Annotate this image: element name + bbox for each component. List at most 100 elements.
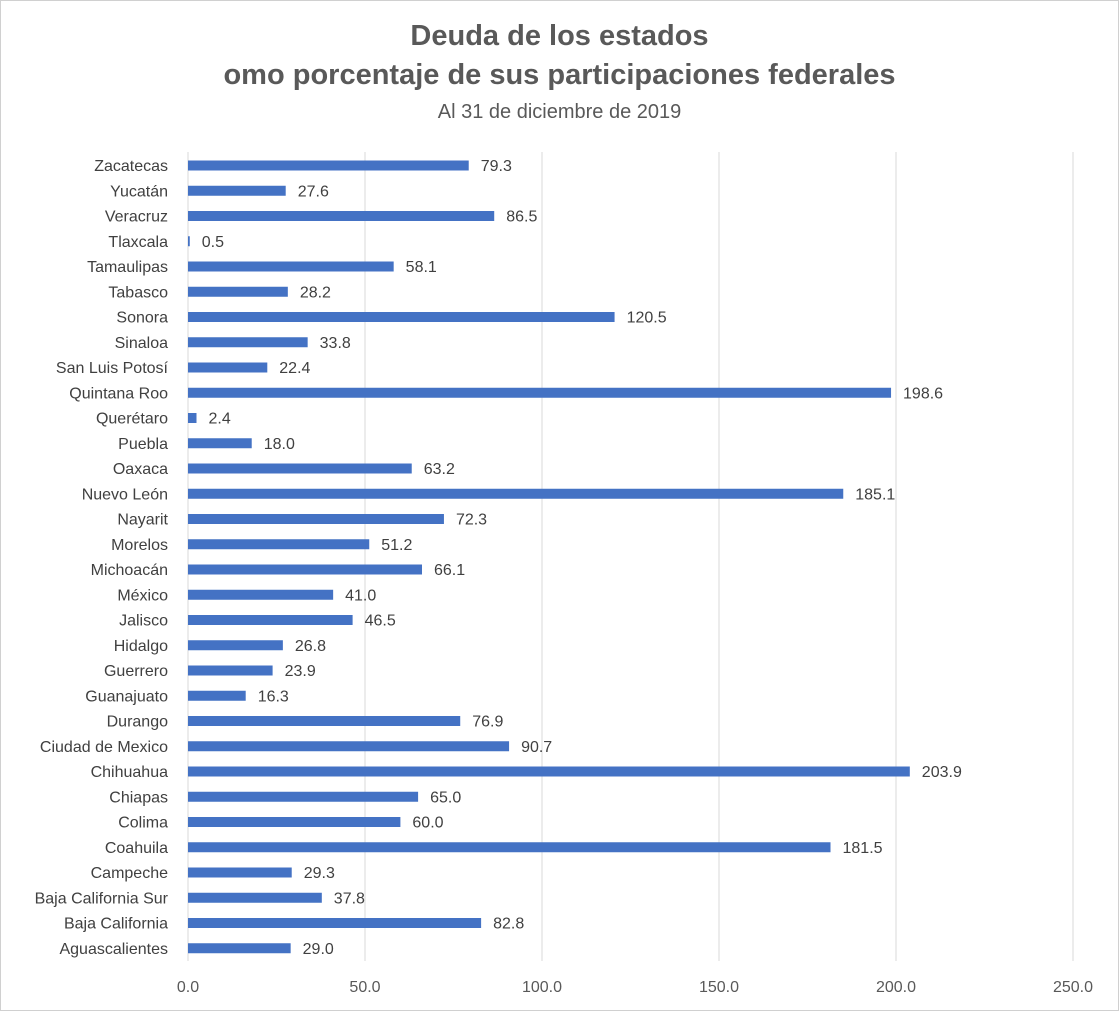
category-label: Nayarit	[117, 512, 168, 529]
category-label: Yucatán	[110, 183, 168, 200]
category-label: Chihuahua	[91, 764, 169, 781]
bar	[188, 615, 353, 625]
data-label: 28.2	[300, 284, 331, 301]
category-label: Tlaxcala	[108, 234, 168, 251]
category-label: Coahuila	[105, 840, 168, 857]
category-label: Querétaro	[96, 411, 168, 428]
bar	[188, 337, 308, 348]
category-label: San Luis Potosí	[56, 360, 169, 377]
bar	[188, 589, 334, 600]
x-axis-ticks: 0.0 50.0 100.0 150.0 200.0 250.0	[177, 979, 1093, 996]
data-label: 63.2	[424, 461, 455, 478]
bar	[188, 892, 322, 903]
category-label: Campeche	[91, 865, 168, 882]
data-label: 120.5	[627, 310, 667, 327]
chart-title-line2: omo porcentaje de sus participaciones fe…	[223, 59, 896, 91]
data-label: 82.8	[493, 916, 524, 933]
bar	[188, 842, 831, 853]
category-label: Tamaulipas	[87, 259, 168, 276]
category-label: Hidalgo	[114, 638, 168, 655]
category-label: Tabasco	[108, 284, 168, 301]
value-labels: 79.3 27.6 86.5 0.5 58.1 28.2 120.5 33.8 22.4 198.…	[202, 158, 962, 958]
data-label: 185.1	[855, 486, 895, 503]
data-label: 86.5	[506, 209, 537, 226]
bar	[188, 817, 401, 827]
category-label: Michoacán	[91, 562, 168, 579]
category-label: Ciudad de Mexico	[40, 739, 168, 756]
bar	[188, 690, 246, 701]
x-tick-label: 250.0	[1053, 979, 1093, 996]
category-label: Nuevo León	[82, 486, 168, 503]
data-label: 33.8	[320, 335, 351, 352]
bar	[188, 640, 283, 651]
bars-group	[188, 160, 910, 954]
data-label: 0.5	[202, 234, 224, 251]
bar	[188, 312, 615, 322]
data-label: 29.0	[303, 941, 334, 958]
category-label: Guanajuato	[85, 688, 168, 705]
data-label: 22.4	[279, 360, 310, 377]
data-label: 26.8	[295, 638, 326, 655]
category-label: Durango	[107, 714, 168, 731]
category-label: Guerrero	[104, 663, 168, 680]
data-label: 65.0	[430, 789, 461, 806]
chart-title: Deuda de los estados	[410, 20, 709, 52]
data-label: 16.3	[258, 688, 289, 705]
bar	[188, 766, 910, 777]
data-label: 198.6	[903, 385, 943, 402]
bar	[188, 286, 288, 297]
data-label: 37.8	[334, 890, 365, 907]
data-label: 29.3	[304, 865, 335, 882]
category-label: Baja California	[64, 916, 168, 933]
data-label: 203.9	[922, 764, 962, 781]
x-tick-label: 50.0	[349, 979, 380, 996]
bar	[188, 943, 291, 954]
bar	[188, 463, 412, 474]
data-label: 23.9	[285, 663, 316, 680]
category-label: Zacatecas	[94, 158, 168, 175]
data-label: 27.6	[298, 183, 329, 200]
bar	[188, 539, 370, 550]
bar	[188, 918, 482, 928]
data-label: 58.1	[406, 259, 437, 276]
data-label: 66.1	[434, 562, 465, 579]
x-tick-label: 0.0	[177, 979, 199, 996]
chart-subtitle: Al 31 de diciembre de 2019	[437, 101, 682, 123]
category-label: México	[117, 587, 168, 604]
bar	[188, 413, 197, 423]
category-label: Colima	[118, 815, 168, 832]
bar	[188, 867, 292, 878]
category-label: Puebla	[118, 436, 168, 453]
x-tick-label: 100.0	[522, 979, 562, 996]
bar	[188, 564, 422, 575]
x-tick-label: 150.0	[699, 979, 739, 996]
bar	[188, 261, 394, 272]
data-label: 79.3	[481, 158, 512, 175]
bar	[188, 514, 444, 524]
category-label: Sonora	[116, 310, 168, 327]
data-label: 18.0	[264, 436, 295, 453]
bar	[188, 236, 190, 247]
bar	[188, 185, 286, 196]
category-label: Quintana Roo	[69, 385, 168, 402]
bar	[188, 438, 252, 449]
category-labels: Zacatecas Yucatán Veracruz Tlaxcala Tamaulip…	[35, 158, 169, 958]
bar	[188, 211, 495, 221]
data-label: 2.4	[208, 411, 230, 428]
data-label: 181.5	[843, 840, 883, 857]
bar	[188, 665, 273, 676]
bar	[188, 488, 844, 499]
category-label: Sinaloa	[115, 335, 168, 352]
data-label: 41.0	[345, 587, 376, 604]
bar	[188, 160, 469, 171]
bar	[188, 716, 461, 726]
category-label: Chiapas	[109, 789, 168, 806]
grid-lines	[187, 152, 1074, 961]
category-label: Aguascalientes	[59, 941, 168, 958]
data-label: 72.3	[456, 512, 487, 529]
category-label: Veracruz	[105, 209, 168, 226]
data-label: 51.2	[381, 537, 412, 554]
category-label: Jalisco	[119, 613, 168, 630]
bar	[188, 791, 419, 802]
